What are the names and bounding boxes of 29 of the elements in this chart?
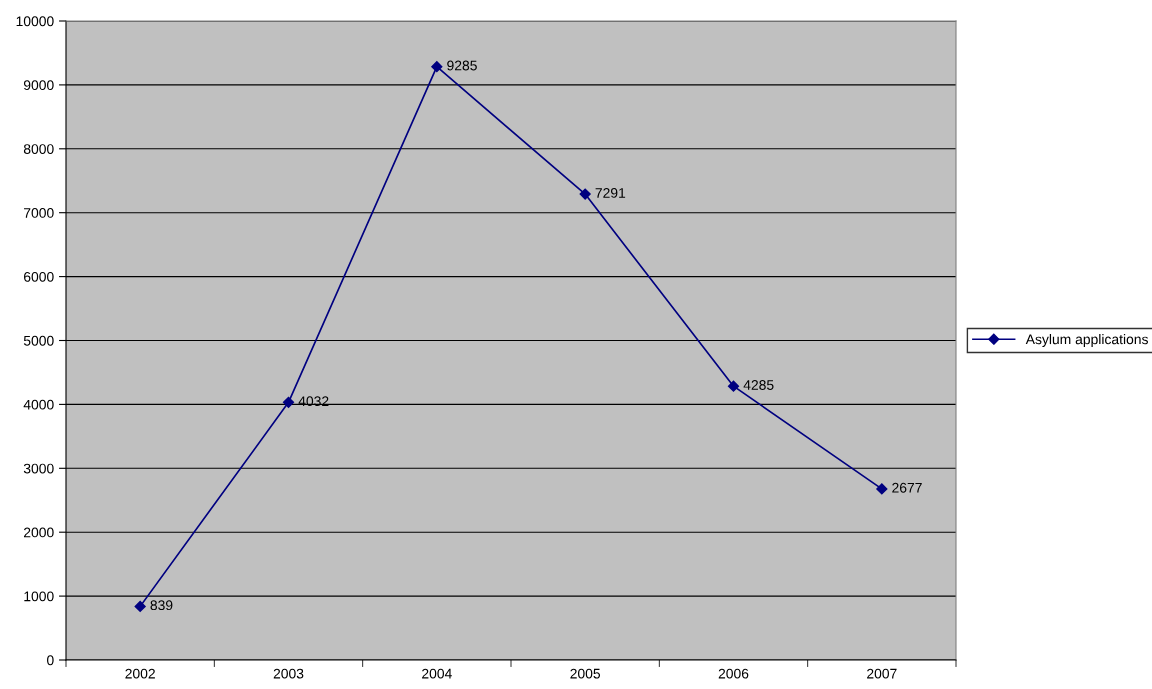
data-label: 2677 — [892, 482, 922, 493]
y-tick-label: 0 — [47, 655, 54, 666]
y-tick-label: 10000 — [16, 16, 54, 27]
y-tick-label: 7000 — [24, 208, 54, 218]
x-tick-label: 2002 — [125, 668, 155, 679]
x-tick-label: 2006 — [718, 668, 749, 679]
point — [431, 61, 443, 73]
y-tick-label: 4000 — [23, 399, 54, 410]
y-tick-label: 5000 — [23, 335, 54, 346]
x-tick-label: 2003 — [273, 668, 304, 679]
data-label: 9285 — [447, 60, 477, 71]
x-tick-label: 2005 — [570, 668, 601, 679]
data-label: 7291 — [595, 188, 626, 198]
y-tick-label: 8000 — [23, 144, 54, 154]
y-tick-label: 6000 — [24, 271, 54, 282]
legend-label: Asylum applications — [1025, 334, 1148, 347]
point — [282, 396, 295, 408]
y-tick-label: 2000 — [24, 527, 54, 538]
point — [727, 380, 740, 392]
data-label: 839 — [150, 600, 173, 611]
point — [876, 483, 888, 495]
x-tick-label: 2007 — [867, 668, 897, 679]
y-tick-label: 1000 — [24, 591, 54, 602]
y-tick-label: 9000 — [23, 80, 54, 91]
point — [579, 188, 591, 200]
point — [134, 600, 146, 612]
y-tick-label: 3000 — [23, 463, 54, 474]
x-tick-label: 2004 — [422, 668, 452, 679]
data-label: 4285 — [743, 380, 774, 390]
